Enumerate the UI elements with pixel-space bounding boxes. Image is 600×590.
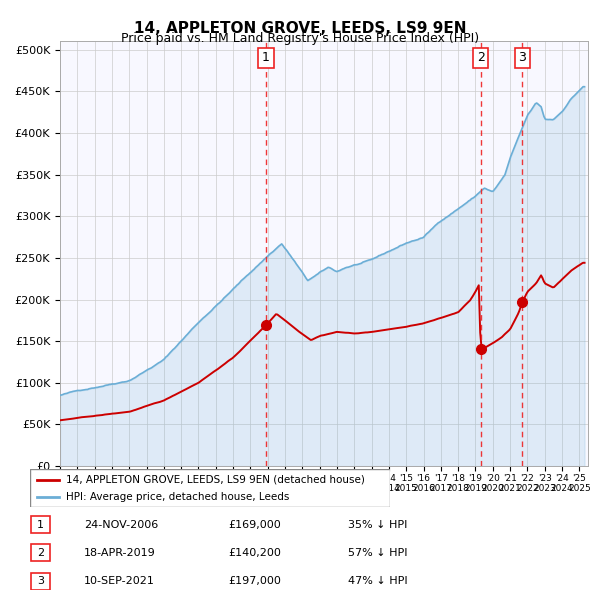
- Text: HPI: Average price, detached house, Leeds: HPI: Average price, detached house, Leed…: [66, 491, 289, 502]
- Text: 24-NOV-2006: 24-NOV-2006: [84, 520, 158, 529]
- FancyBboxPatch shape: [31, 516, 50, 533]
- Text: 3: 3: [37, 576, 44, 586]
- FancyBboxPatch shape: [31, 545, 50, 561]
- Text: 57% ↓ HPI: 57% ↓ HPI: [348, 548, 407, 558]
- FancyBboxPatch shape: [31, 573, 50, 589]
- Text: 18-APR-2019: 18-APR-2019: [84, 548, 156, 558]
- Text: 2: 2: [477, 51, 485, 64]
- Text: £140,200: £140,200: [228, 548, 281, 558]
- Text: 14, APPLETON GROVE, LEEDS, LS9 9EN (detached house): 14, APPLETON GROVE, LEEDS, LS9 9EN (deta…: [66, 475, 365, 485]
- Text: 1: 1: [37, 520, 44, 529]
- Text: £169,000: £169,000: [228, 520, 281, 529]
- Text: Price paid vs. HM Land Registry's House Price Index (HPI): Price paid vs. HM Land Registry's House …: [121, 32, 479, 45]
- Text: 35% ↓ HPI: 35% ↓ HPI: [348, 520, 407, 529]
- Text: £197,000: £197,000: [228, 576, 281, 586]
- Text: 14, APPLETON GROVE, LEEDS, LS9 9EN: 14, APPLETON GROVE, LEEDS, LS9 9EN: [134, 21, 466, 35]
- FancyBboxPatch shape: [30, 469, 390, 507]
- Text: 47% ↓ HPI: 47% ↓ HPI: [348, 576, 407, 586]
- Text: 1: 1: [262, 51, 270, 64]
- Text: 2: 2: [37, 548, 44, 558]
- Text: 10-SEP-2021: 10-SEP-2021: [84, 576, 155, 586]
- Text: 3: 3: [518, 51, 526, 64]
